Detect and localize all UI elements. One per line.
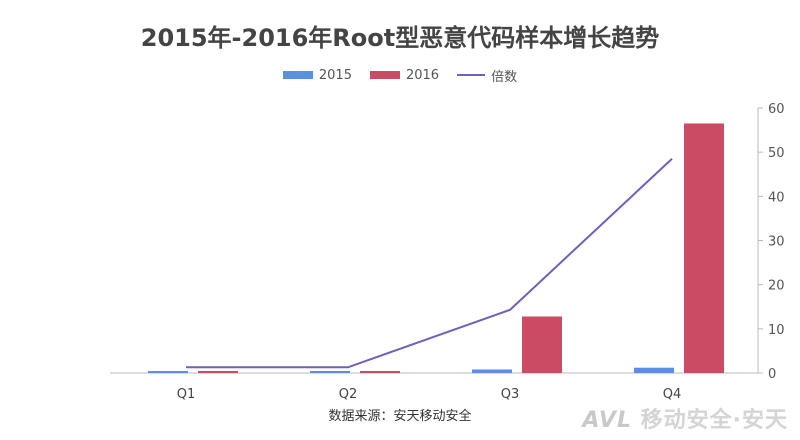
y-tick-label: 50 [768,146,785,161]
x-tick-label: Q3 [501,387,520,402]
legend-label-2016: 2016 [405,67,440,83]
bar-2015-Q3 [472,369,512,373]
chart-title: 2015年-2016年Root型恶意代码样本增长趋势 [140,24,660,52]
bar-2016-Q1 [198,371,238,373]
legend-item-multiple: 倍数 [457,66,517,85]
legend-swatch-2015 [282,71,313,79]
x-tick-label: Q1 [177,387,196,402]
avl-logo: AVL [582,408,632,433]
bar-2016-Q3 [522,316,562,373]
y-tick-label: 30 [768,235,785,250]
legend-item-2015: 2015 [282,67,352,83]
watermark: AVL 移动安全·安天 [582,402,788,434]
x-tick-label: Q4 [663,387,682,402]
legend-swatch-2016 [369,71,400,79]
watermark-text: 移动安全·安天 [640,408,788,433]
bar-2016-Q2 [360,371,400,373]
bar-2015-Q4 [634,367,674,373]
y-tick-label: 40 [768,190,785,205]
x-tick-label: Q2 [339,387,358,402]
legend-label-2015: 2015 [318,67,352,83]
y-tick-label: 0 [768,367,776,382]
legend-line-multiple [457,74,486,76]
y-tick-label: 60 [768,102,785,117]
legend-label-multiple: 倍数 [491,69,518,85]
chart-legend: 2015 2016 倍数 [0,66,800,85]
line-multiple [186,158,673,369]
y-tick-label: 20 [768,279,785,294]
y-tick-label: 10 [768,323,785,338]
data-source-note: 数据来源：安天移动安全 [328,409,472,424]
bar-2015-Q2 [310,371,350,373]
legend-item-2016: 2016 [369,67,440,83]
bar-2015-Q1 [148,371,188,373]
bar-2016-Q4 [684,123,724,373]
